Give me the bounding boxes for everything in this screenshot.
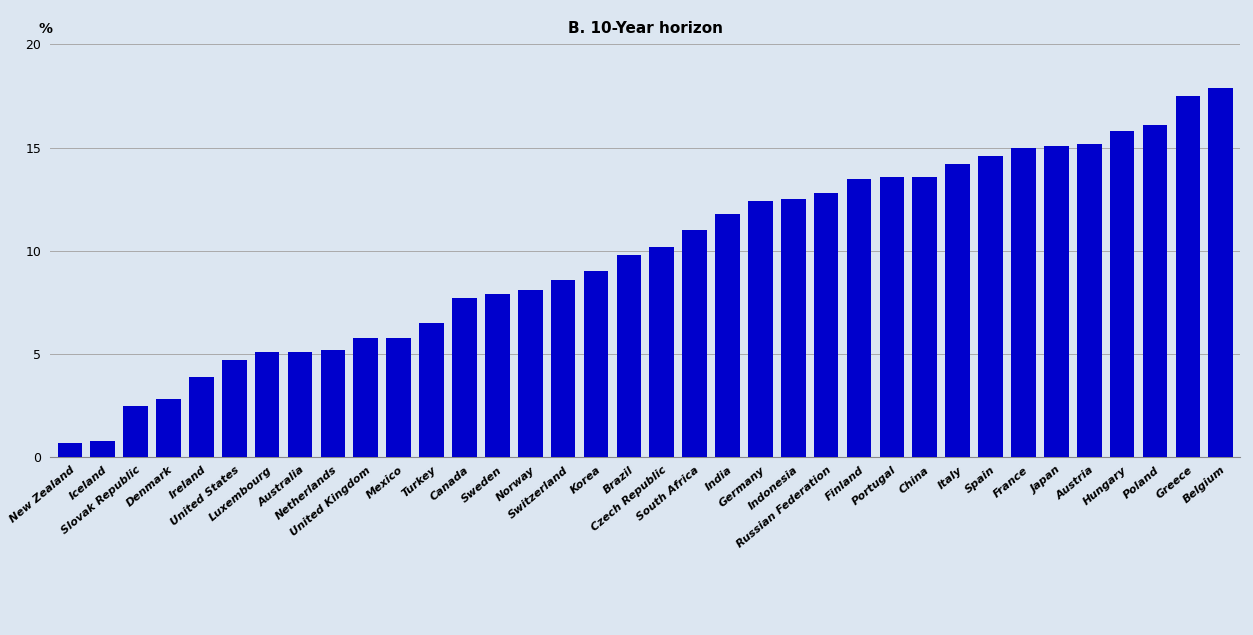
- Bar: [222, 360, 247, 457]
- Text: %: %: [39, 22, 53, 36]
- Bar: [912, 177, 937, 457]
- Bar: [551, 279, 575, 457]
- Bar: [649, 246, 674, 457]
- Bar: [781, 199, 806, 457]
- Bar: [880, 177, 905, 457]
- Bar: [485, 294, 510, 457]
- Bar: [321, 350, 346, 457]
- Bar: [157, 399, 180, 457]
- Bar: [288, 352, 312, 457]
- Bar: [386, 337, 411, 457]
- Bar: [452, 298, 477, 457]
- Bar: [748, 201, 773, 457]
- Bar: [90, 441, 115, 457]
- Bar: [1143, 125, 1168, 457]
- Bar: [945, 164, 970, 457]
- Bar: [189, 377, 214, 457]
- Bar: [1044, 145, 1069, 457]
- Bar: [58, 443, 83, 457]
- Bar: [715, 213, 739, 457]
- Bar: [353, 337, 378, 457]
- Bar: [1110, 131, 1134, 457]
- Bar: [1175, 96, 1200, 457]
- Bar: [517, 290, 543, 457]
- Bar: [584, 272, 608, 457]
- Bar: [616, 255, 642, 457]
- Bar: [813, 193, 838, 457]
- Bar: [847, 178, 871, 457]
- Title: B. 10-Year horizon: B. 10-Year horizon: [568, 22, 723, 36]
- Bar: [979, 156, 1002, 457]
- Bar: [254, 352, 279, 457]
- Bar: [683, 230, 707, 457]
- Bar: [420, 323, 444, 457]
- Bar: [123, 406, 148, 457]
- Bar: [1011, 147, 1036, 457]
- Bar: [1076, 144, 1101, 457]
- Bar: [1208, 88, 1233, 457]
